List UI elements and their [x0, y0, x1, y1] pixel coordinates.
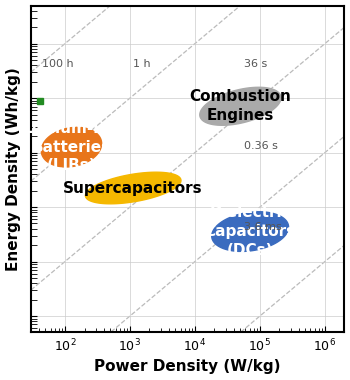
- Polygon shape: [85, 172, 181, 204]
- Polygon shape: [212, 212, 289, 252]
- Text: Lithium-ion
Batteries
(LIBs): Lithium-ion Batteries (LIBs): [23, 121, 120, 173]
- Polygon shape: [41, 127, 102, 167]
- Polygon shape: [200, 87, 281, 125]
- Text: 1 h: 1 h: [133, 59, 151, 69]
- Text: Supercapacitors: Supercapacitors: [63, 180, 203, 195]
- X-axis label: Power Density (W/kg): Power Density (W/kg): [94, 359, 281, 374]
- Text: 0.36 s: 0.36 s: [244, 141, 278, 150]
- Text: 36 s: 36 s: [244, 59, 267, 69]
- Text: Combustion
Engines: Combustion Engines: [189, 89, 291, 123]
- Y-axis label: Energy Density (Wh/kg): Energy Density (Wh/kg): [6, 67, 21, 271]
- Text: 100 h: 100 h: [42, 59, 74, 69]
- Text: Dielectric
Capacitors
(DCs): Dielectric Capacitors (DCs): [205, 206, 296, 258]
- Text: 3.6 ms: 3.6 ms: [244, 222, 281, 232]
